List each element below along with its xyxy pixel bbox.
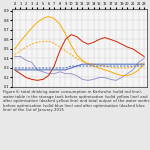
Text: Figure 6: total drinking water consumption in Karlsruhe (solid red line), water : Figure 6: total drinking water consumpti… bbox=[3, 90, 150, 112]
